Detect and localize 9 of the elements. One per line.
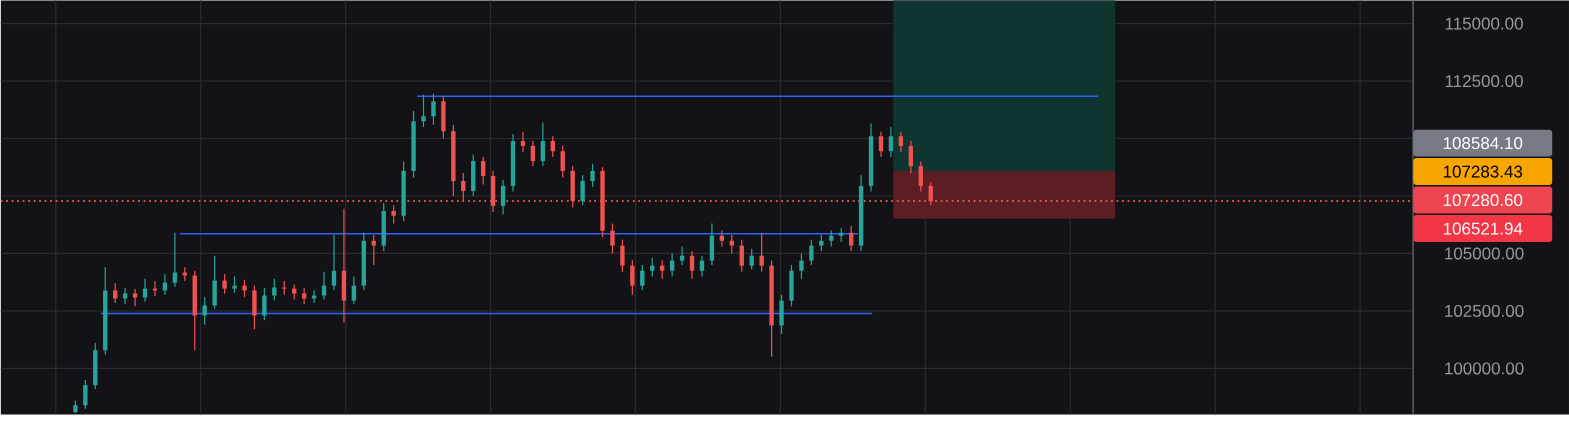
text: 106521.94: [1443, 222, 1523, 235]
y-tick-label: 100000.00: [1445, 362, 1524, 375]
text: 108584.10: [1443, 137, 1523, 150]
y-tick-label: 102500.00: [1445, 304, 1524, 317]
ref-line-label: 107280.60: [1443, 194, 1523, 207]
y-tick-label: 112500.00: [1445, 75, 1523, 88]
ref-line-label: 107283.43: [1443, 165, 1523, 178]
y-tick-label: 105000.00: [1445, 247, 1524, 260]
y-tick-label: 115000.00: [1445, 17, 1523, 30]
